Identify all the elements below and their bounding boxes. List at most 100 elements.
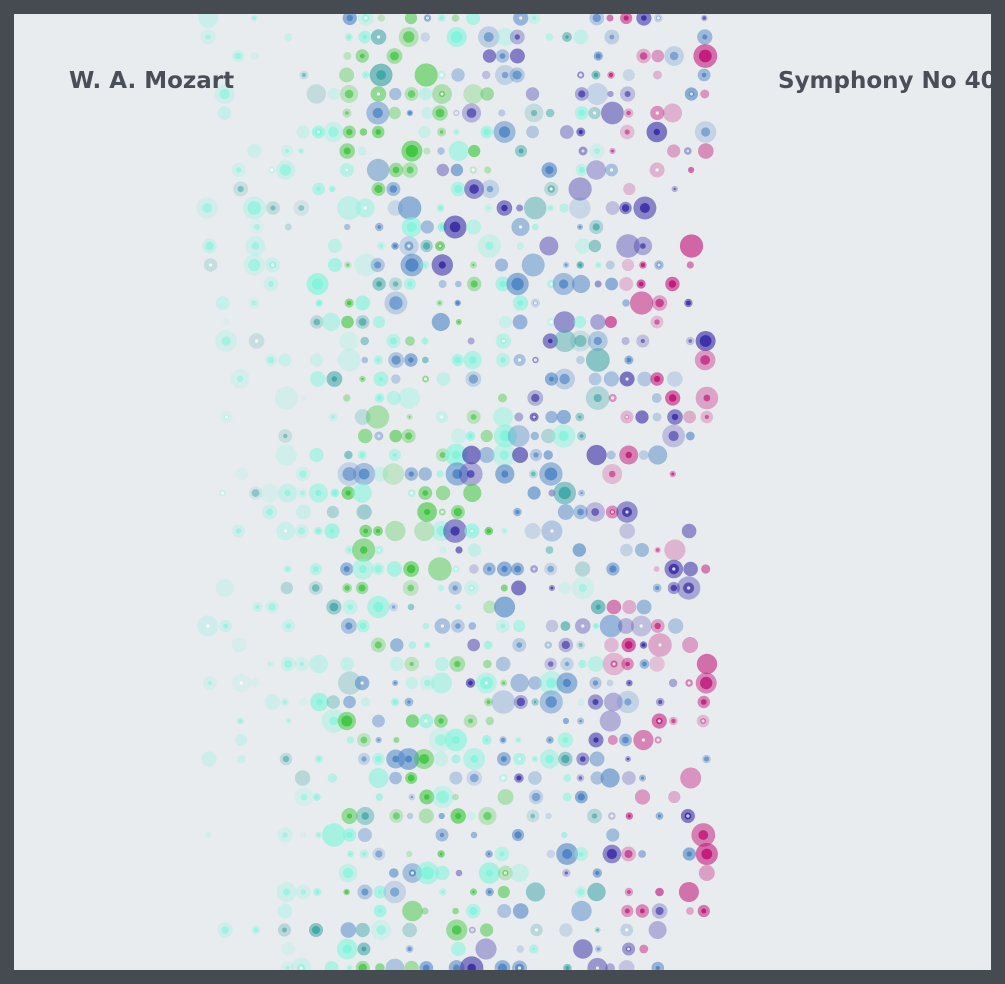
note-highlight	[470, 586, 474, 590]
note-core	[376, 358, 381, 362]
note-circle	[571, 274, 591, 294]
note-circle	[358, 428, 373, 444]
note-core	[378, 890, 382, 894]
note-core	[486, 869, 493, 877]
note-circle	[339, 331, 359, 351]
note-circle	[404, 14, 418, 25]
note-core	[361, 756, 367, 762]
note-core	[452, 736, 460, 744]
note-core	[627, 814, 631, 818]
note-core	[221, 336, 231, 346]
note-circle	[639, 944, 649, 954]
note-circle	[606, 599, 622, 615]
note-core	[360, 53, 365, 59]
note-circle	[389, 771, 402, 785]
note-circle	[553, 311, 576, 333]
note-circle	[655, 887, 664, 897]
note-highlight	[316, 130, 320, 134]
note-core	[393, 681, 397, 685]
note-core	[284, 660, 292, 668]
note-core	[407, 90, 416, 98]
note-core	[285, 623, 292, 629]
note-circle	[560, 621, 571, 631]
note-circle	[698, 143, 714, 159]
note-circle	[352, 483, 372, 503]
note-core	[483, 128, 490, 136]
note-highlight	[255, 339, 259, 343]
note-circle	[524, 523, 541, 539]
note-core	[408, 111, 412, 115]
note-core	[487, 566, 492, 572]
note-core	[466, 470, 475, 478]
note-circle	[451, 941, 466, 957]
note-core	[700, 355, 710, 365]
note-core	[516, 738, 521, 742]
note-core	[391, 355, 401, 365]
note-circle	[437, 147, 445, 155]
note-core	[255, 605, 260, 609]
note-circle	[553, 329, 577, 353]
note-circle	[545, 33, 553, 41]
note-circle	[578, 659, 587, 669]
note-core	[379, 244, 383, 248]
note-core	[406, 222, 417, 232]
note-core	[642, 661, 647, 667]
note-core	[640, 338, 645, 344]
note-circle	[405, 676, 418, 690]
note-core	[546, 677, 557, 689]
note-core	[376, 529, 380, 533]
note-circle	[601, 101, 624, 125]
note-circle	[590, 314, 606, 330]
note-core	[624, 641, 633, 649]
note-circle	[678, 882, 699, 902]
note-circle	[562, 717, 570, 725]
note-core	[501, 204, 508, 212]
note-core	[375, 755, 382, 763]
note-highlight	[271, 263, 275, 267]
note-circle	[451, 68, 465, 82]
note-circle	[438, 280, 447, 288]
note-circle	[700, 89, 710, 99]
note-core	[532, 15, 537, 21]
note-core	[253, 223, 260, 231]
note-core	[347, 966, 352, 970]
note-highlight	[686, 149, 690, 153]
note-core	[299, 470, 307, 478]
note-circle	[361, 356, 369, 364]
note-core	[405, 755, 412, 763]
note-core	[234, 52, 242, 60]
note-highlight	[625, 510, 629, 514]
note-circle	[355, 295, 371, 311]
note-highlight	[627, 947, 631, 951]
note-circle	[480, 87, 495, 101]
note-core	[300, 793, 308, 801]
note-core	[299, 149, 303, 153]
note-core	[392, 755, 400, 763]
note-circle	[470, 831, 478, 839]
note-core	[391, 605, 396, 609]
note-core	[501, 565, 508, 573]
note-circle	[604, 637, 619, 653]
note-core	[670, 584, 677, 592]
note-circle	[433, 751, 449, 767]
note-core	[342, 467, 357, 481]
note-circle	[649, 656, 665, 672]
note-circle	[545, 619, 559, 633]
note-core	[655, 548, 660, 552]
note-circle	[532, 223, 539, 231]
note-highlight	[518, 358, 522, 362]
note-circle	[648, 445, 668, 465]
note-circle	[620, 543, 633, 557]
note-circle	[418, 467, 432, 481]
note-core	[686, 851, 692, 857]
note-core	[688, 339, 692, 343]
note-core	[235, 528, 242, 534]
note-core	[374, 185, 383, 193]
note-core	[331, 376, 338, 382]
note-core	[253, 927, 259, 933]
note-core	[441, 890, 445, 894]
note-highlight	[687, 586, 691, 590]
note-core	[361, 377, 364, 381]
note-core	[312, 926, 320, 934]
note-circle	[600, 768, 620, 788]
